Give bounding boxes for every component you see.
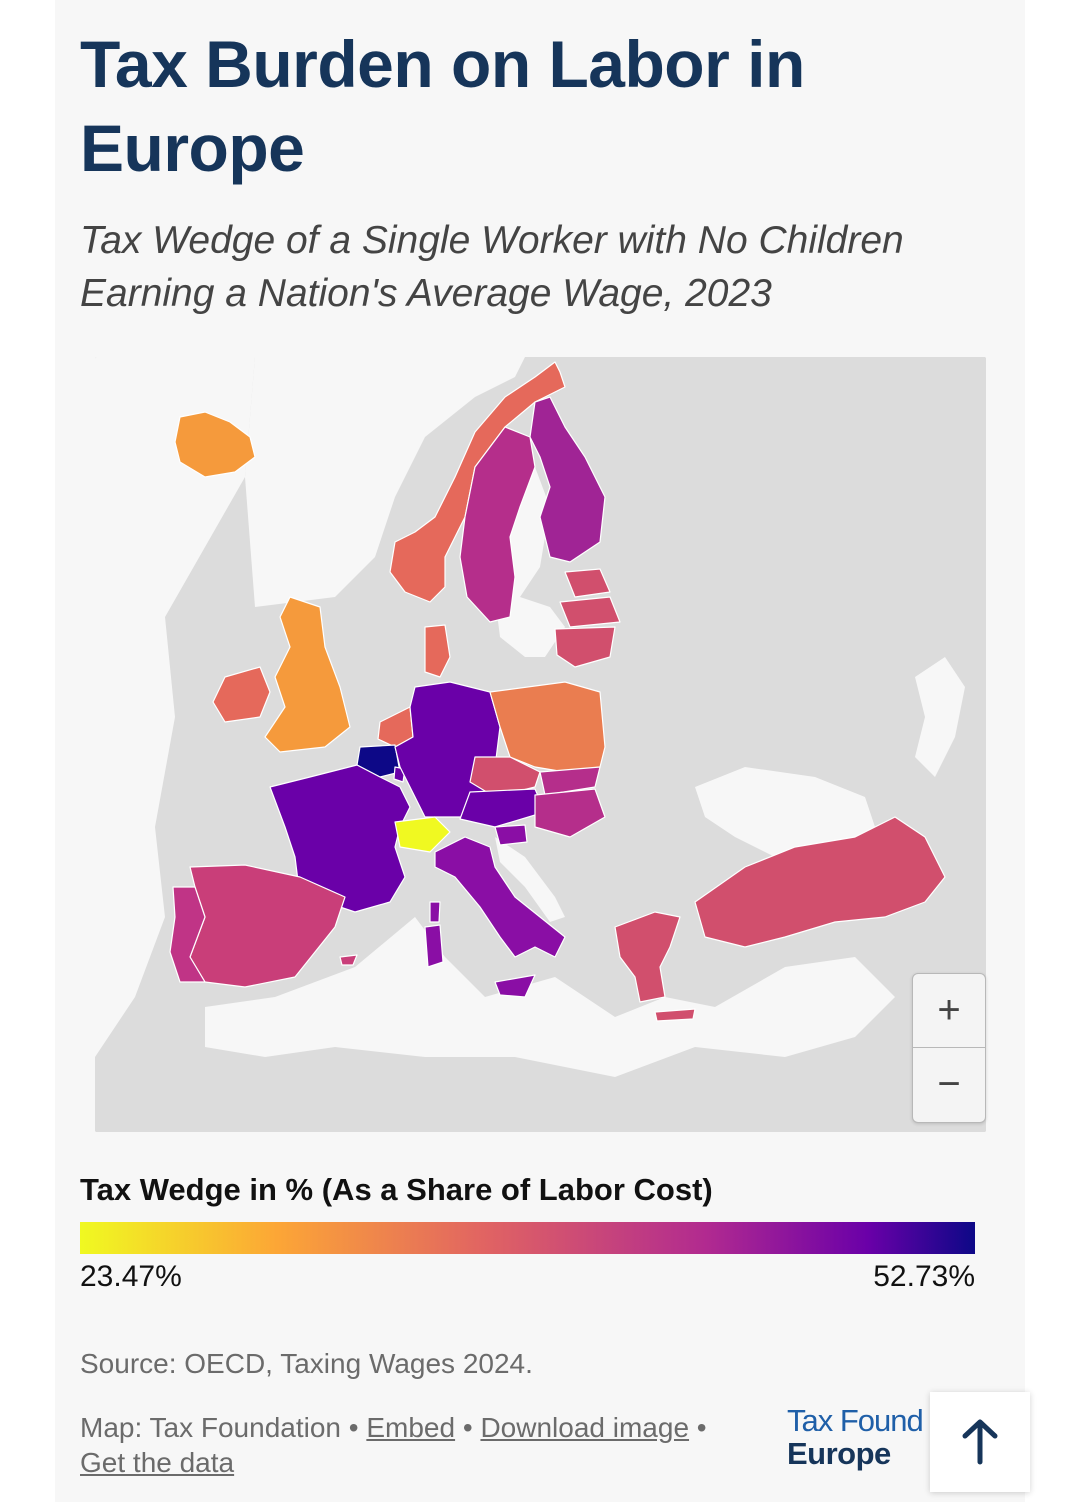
source-note: Source: OECD, Taxing Wages 2024. bbox=[80, 1348, 533, 1379]
country-austria[interactable] bbox=[459, 788, 546, 828]
logo-line-2: Europe bbox=[787, 1436, 891, 1471]
credits-line: Map: Tax Foundation • Embed • Download i… bbox=[80, 1410, 770, 1480]
country-iceland[interactable] bbox=[174, 411, 256, 478]
country-france-corsica[interactable] bbox=[429, 901, 441, 923]
tax-foundation-europe-logo[interactable]: Tax Found Europe bbox=[787, 1405, 937, 1475]
europe-map[interactable] bbox=[95, 357, 986, 1132]
embed-link[interactable]: Embed bbox=[366, 1412, 456, 1443]
country-united-kingdom[interactable] bbox=[264, 596, 351, 753]
legend-min-label: 23.47% bbox=[80, 1260, 182, 1293]
legend-title: Tax Wedge in % (As a Share of Labor Cost… bbox=[80, 1172, 713, 1207]
country-slovakia[interactable] bbox=[539, 766, 601, 796]
page-title: Tax Burden on Labor in Europe bbox=[80, 27, 805, 185]
country-portugal[interactable] bbox=[169, 886, 206, 983]
map-svg bbox=[95, 357, 986, 1132]
mediterranean-sea bbox=[205, 917, 895, 1077]
separator: • bbox=[689, 1412, 707, 1443]
atlantic-ocean bbox=[95, 357, 255, 1057]
country-slovenia[interactable] bbox=[494, 824, 528, 846]
country-finland[interactable] bbox=[529, 396, 606, 563]
country-switzerland[interactable] bbox=[394, 816, 451, 853]
page-subtitle: Tax Wedge of a Single Worker with No Chi… bbox=[80, 219, 904, 315]
country-hungary[interactable] bbox=[534, 788, 606, 838]
country-lithuania[interactable] bbox=[554, 626, 616, 668]
country-italy-sicily[interactable] bbox=[494, 974, 536, 998]
download-image-link[interactable]: Download image bbox=[480, 1412, 690, 1443]
zoom-control: + − bbox=[912, 973, 986, 1123]
country-estonia[interactable] bbox=[564, 568, 611, 598]
arrow-up-icon bbox=[962, 1419, 998, 1465]
country-latvia[interactable] bbox=[559, 596, 621, 628]
map-credit: Map: Tax Foundation bbox=[80, 1412, 341, 1443]
separator: • bbox=[340, 1412, 367, 1443]
legend-gradient-bar bbox=[80, 1222, 975, 1254]
country-sweden[interactable] bbox=[459, 426, 536, 623]
adriatic-sea bbox=[495, 837, 565, 922]
black-sea bbox=[695, 767, 875, 857]
get-data-link[interactable]: Get the data bbox=[80, 1447, 235, 1478]
back-to-top-button[interactable] bbox=[930, 1392, 1030, 1492]
country-ireland[interactable] bbox=[212, 666, 271, 723]
country-belgium[interactable] bbox=[356, 744, 401, 778]
separator: • bbox=[455, 1412, 481, 1443]
country-greece-crete[interactable] bbox=[654, 1008, 696, 1022]
zoom-in-button[interactable]: + bbox=[913, 974, 985, 1048]
country-greece[interactable] bbox=[614, 911, 681, 1003]
legend-max-label: 52.73% bbox=[873, 1260, 975, 1293]
country-denmark[interactable] bbox=[424, 624, 451, 678]
country-spain-balearic[interactable] bbox=[339, 954, 358, 966]
country-italy[interactable] bbox=[434, 836, 566, 958]
logo-line-1: Tax Found bbox=[787, 1405, 924, 1438]
country-turkey[interactable] bbox=[694, 816, 946, 948]
norwegian-sea bbox=[245, 357, 525, 607]
zoom-out-button[interactable]: − bbox=[937, 1062, 961, 1106]
country-czechia[interactable] bbox=[469, 756, 541, 798]
country-italy-sardinia[interactable] bbox=[424, 924, 444, 968]
caspian-sea bbox=[915, 657, 965, 777]
country-norway[interactable] bbox=[389, 361, 566, 603]
